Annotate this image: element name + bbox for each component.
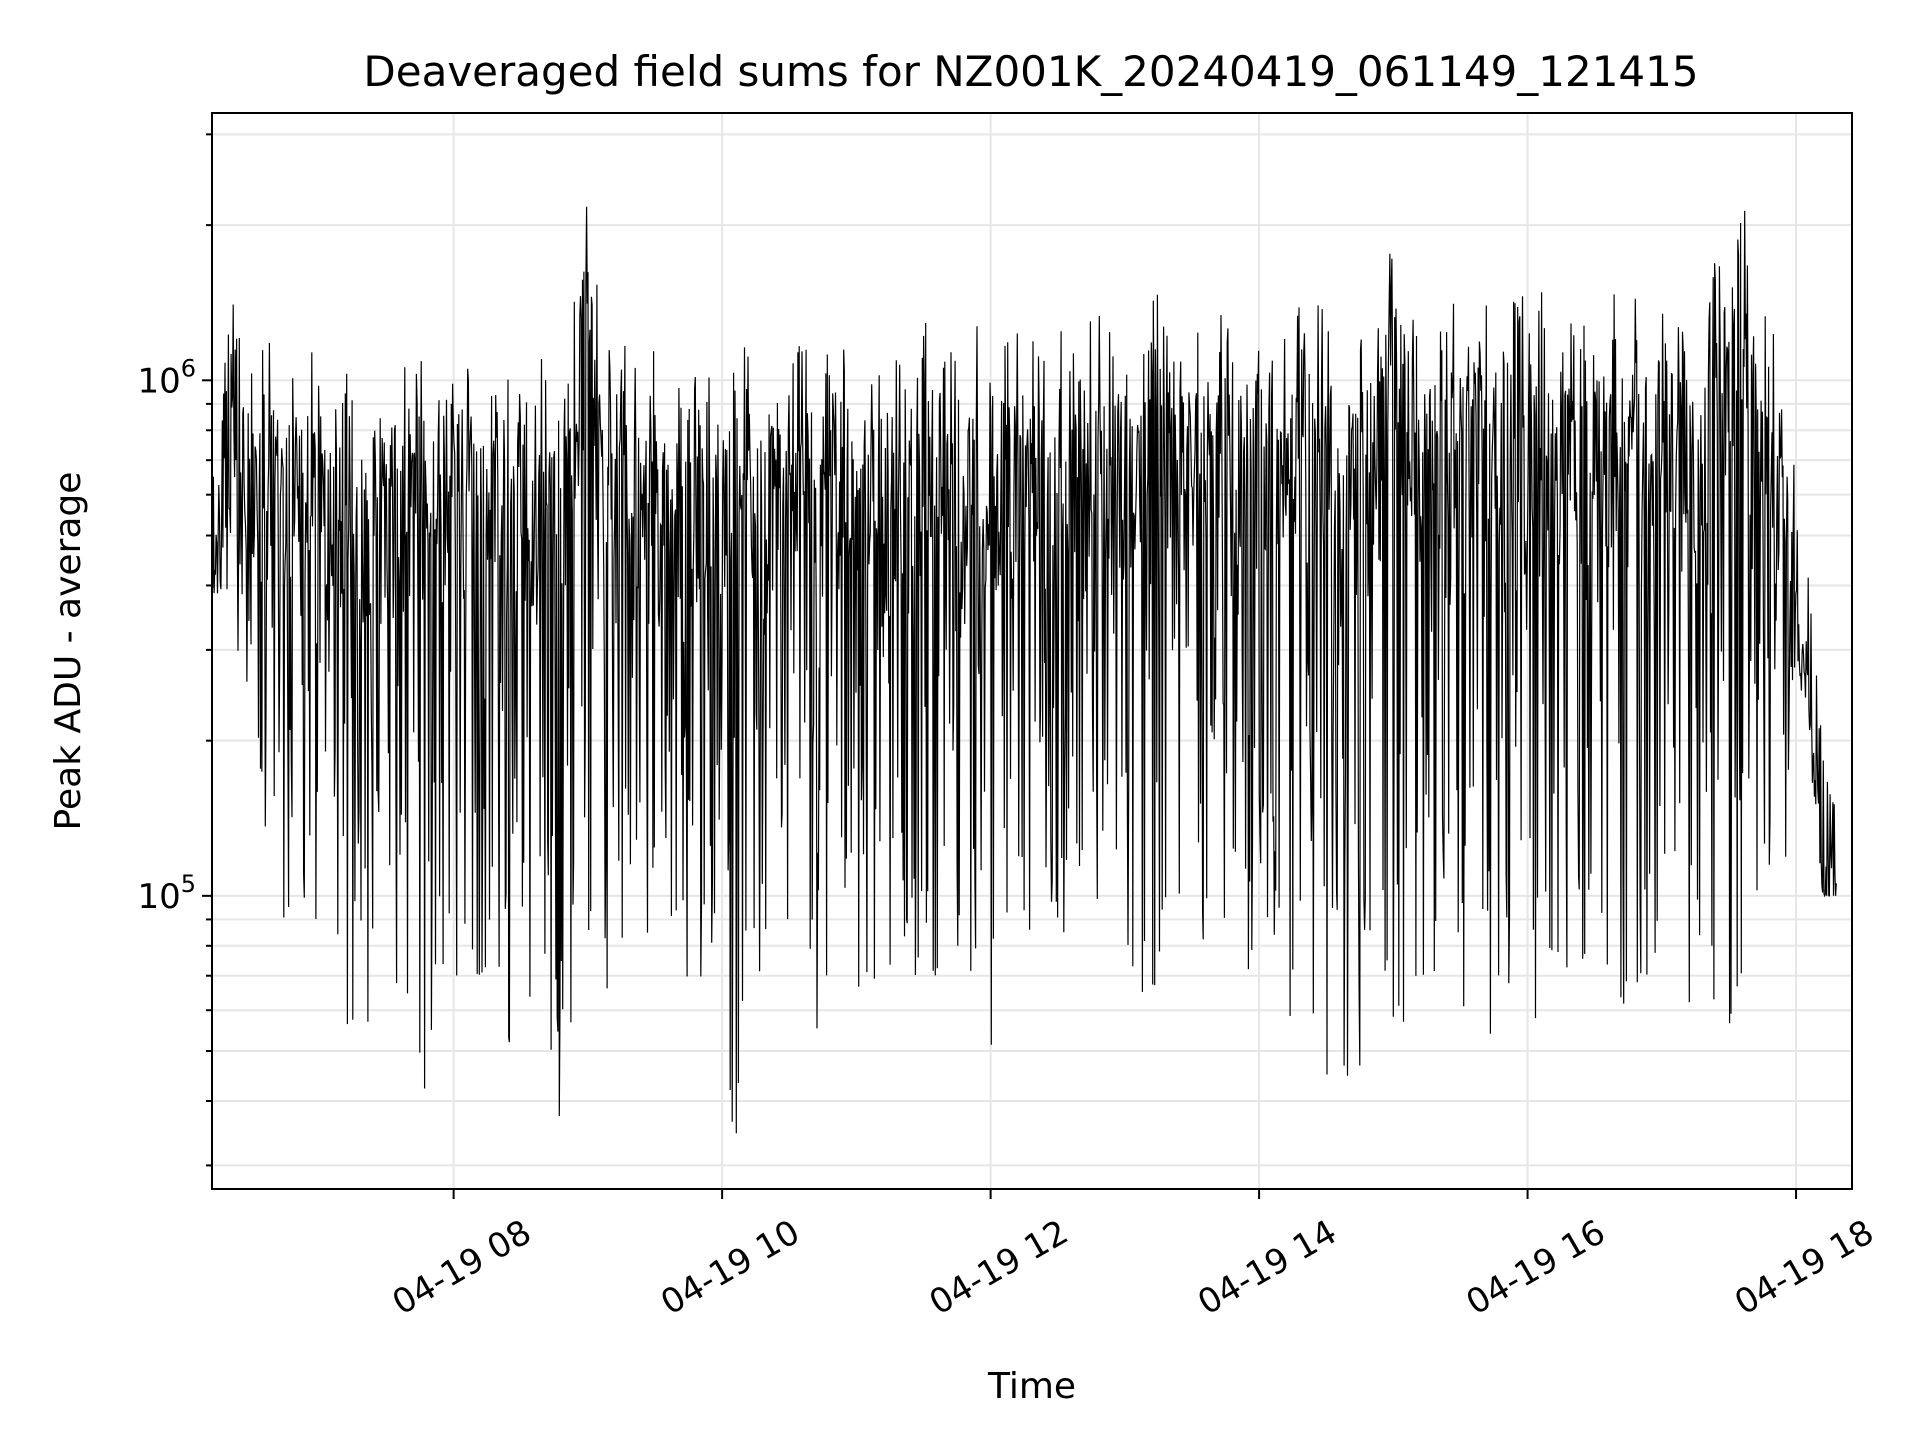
plot-frame	[211, 112, 1853, 1190]
chart-title: Deaveraged field sums for NZ001K_2024041…	[363, 47, 1698, 96]
y-tick-label: 105	[137, 870, 196, 917]
y-axis-ticks: 105 106	[137, 133, 212, 1167]
x-axis-label: Time	[987, 1366, 1076, 1407]
y-tick-label: 106	[137, 354, 196, 401]
series-line	[211, 206, 1837, 1134]
series-layer	[211, 206, 1837, 1134]
y-axis-label: Peak ADU - average	[48, 472, 89, 831]
